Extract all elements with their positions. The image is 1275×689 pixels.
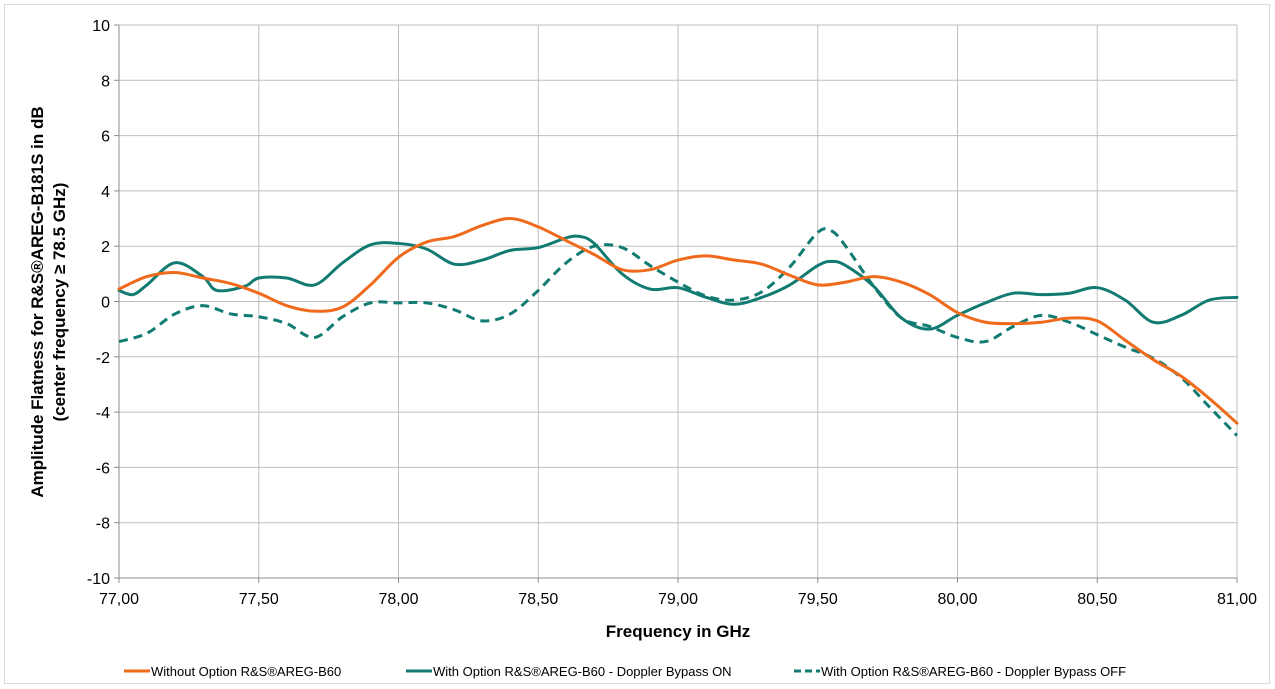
y-tick-label: 10 [92,18,110,35]
y-tick-label: 0 [101,295,110,312]
legend-item-without-option: Without Option R&S®AREG-B60 [124,664,341,679]
x-tick-label: 80,00 [937,591,977,608]
y-tick-label: 6 [101,129,110,146]
legend-label: Without Option R&S®AREG-B60 [151,664,341,679]
grid-layer [119,24,1238,579]
y-tick-label: 2 [101,239,110,256]
chart-frame [4,4,1270,684]
x-tick-label: 81,00 [1217,591,1257,608]
legend-item-bypass-on: With Option R&S®AREG-B60 - Doppler Bypas… [406,664,732,679]
y-tick-label: -6 [96,460,110,477]
x-tick-label: 77,50 [239,591,279,608]
y-tick-label: -2 [96,350,110,367]
y-tick-label: -10 [87,571,110,588]
y-axis-title: Amplitude Flatness for R&S®AREG-B181S in… [28,106,69,497]
x-tick-label: 80,50 [1077,591,1117,608]
x-tick-label: 78,00 [378,591,418,608]
x-tick-label: 78,50 [518,591,558,608]
series-line-bypass-on [117,234,1239,331]
series-layer [117,217,1239,437]
y-tick-label: -4 [96,405,110,422]
y-tick-label: 8 [101,73,110,90]
y-tick-label: 4 [101,184,110,201]
legend-label: With Option R&S®AREG-B60 - Doppler Bypas… [433,664,732,679]
legend: Without Option R&S®AREG-B60 With Option … [124,664,1126,679]
axis-layer [114,24,1238,583]
legend-item-bypass-off: With Option R&S®AREG-B60 - Doppler Bypas… [794,664,1126,679]
x-axis-title: Frequency in GHz [606,622,751,641]
x-tick-label: 77,00 [99,591,139,608]
legend-label: With Option R&S®AREG-B60 - Doppler Bypas… [821,664,1126,679]
y-axis-title-line-2: (center frequency ≥ 78.5 GHz) [50,183,69,422]
series-line-without-option [117,217,1239,425]
x-tick-label: 79,50 [798,591,838,608]
tick-labels: -10 -8 -6 -4 -2 0 2 4 6 8 10 77,00 77,50 78,00 78,50 79… [87,18,1257,608]
y-tick-label: -8 [96,516,110,533]
y-axis-title-line-1: Amplitude Flatness for R&S®AREG-B181S in… [28,106,47,497]
x-tick-label: 79,00 [658,591,698,608]
